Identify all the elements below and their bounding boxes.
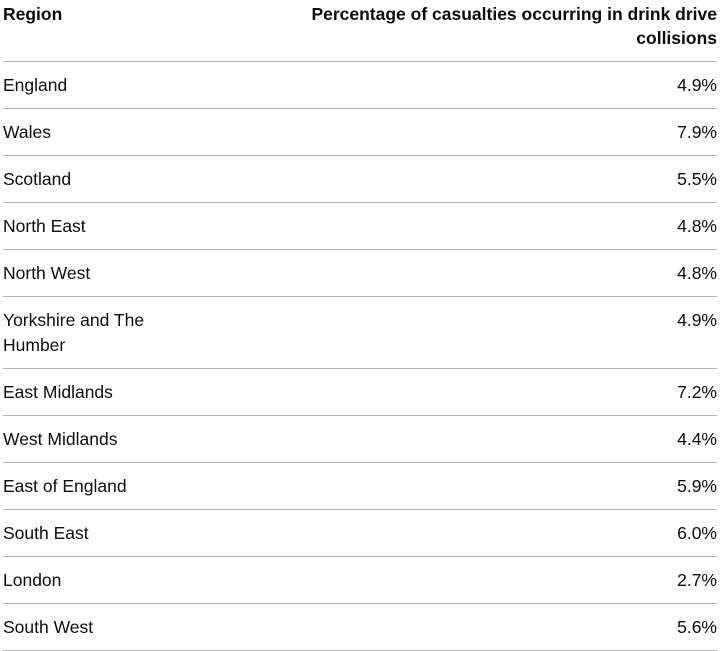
percentage-cell: 4.9% — [243, 296, 717, 369]
region-cell: Yorkshire and The Humber — [3, 296, 243, 369]
region-cell: East of England — [3, 462, 243, 510]
region-cell: North West — [3, 249, 243, 297]
table-header: Region Percentage of casualties occurrin… — [3, 0, 717, 62]
region-cell: North East — [3, 202, 243, 250]
percentage-column-header: Percentage of casualties occurring in dr… — [243, 0, 717, 62]
table-row: South East 6.0% — [3, 509, 717, 557]
table-row: London 2.7% — [3, 556, 717, 604]
table-row: Yorkshire and The Humber 4.9% — [3, 296, 717, 369]
table-row: England 4.9% — [3, 61, 717, 109]
percentage-cell: 4.4% — [243, 415, 717, 463]
table-row: Wales 7.9% — [3, 108, 717, 156]
percentage-cell: 4.9% — [243, 61, 717, 109]
percentage-cell: 4.8% — [243, 249, 717, 297]
table-row: West Midlands 4.4% — [3, 415, 717, 463]
region-cell: South East — [3, 509, 243, 557]
percentage-cell: 7.9% — [243, 108, 717, 156]
percentage-cell: 4.8% — [243, 202, 717, 250]
table-row: North East 4.8% — [3, 202, 717, 250]
percentage-cell: 5.6% — [243, 603, 717, 651]
region-cell: West Midlands — [3, 415, 243, 463]
region-cell: London — [3, 556, 243, 604]
percentage-cell: 2.7% — [243, 556, 717, 604]
region-column-header: Region — [3, 0, 243, 62]
table-row: Scotland 5.5% — [3, 155, 717, 203]
region-cell: East Midlands — [3, 368, 243, 416]
region-cell: Wales — [3, 108, 243, 156]
table-row: North West 4.8% — [3, 249, 717, 297]
casualties-table-container: Region Percentage of casualties occurrin… — [3, 0, 717, 651]
table-row: East of England 5.9% — [3, 462, 717, 510]
table-body: England 4.9% Wales 7.9% Scotland 5.5% No… — [3, 61, 717, 651]
percentage-cell: 5.9% — [243, 462, 717, 510]
region-cell: Scotland — [3, 155, 243, 203]
region-cell: England — [3, 61, 243, 109]
drink-drive-casualties-table: Region Percentage of casualties occurrin… — [3, 0, 717, 651]
header-row: Region Percentage of casualties occurrin… — [3, 0, 717, 62]
percentage-cell: 7.2% — [243, 368, 717, 416]
percentage-cell: 5.5% — [243, 155, 717, 203]
percentage-cell: 6.0% — [243, 509, 717, 557]
table-row: South West 5.6% — [3, 603, 717, 651]
table-row: East Midlands 7.2% — [3, 368, 717, 416]
region-cell: South West — [3, 603, 243, 651]
